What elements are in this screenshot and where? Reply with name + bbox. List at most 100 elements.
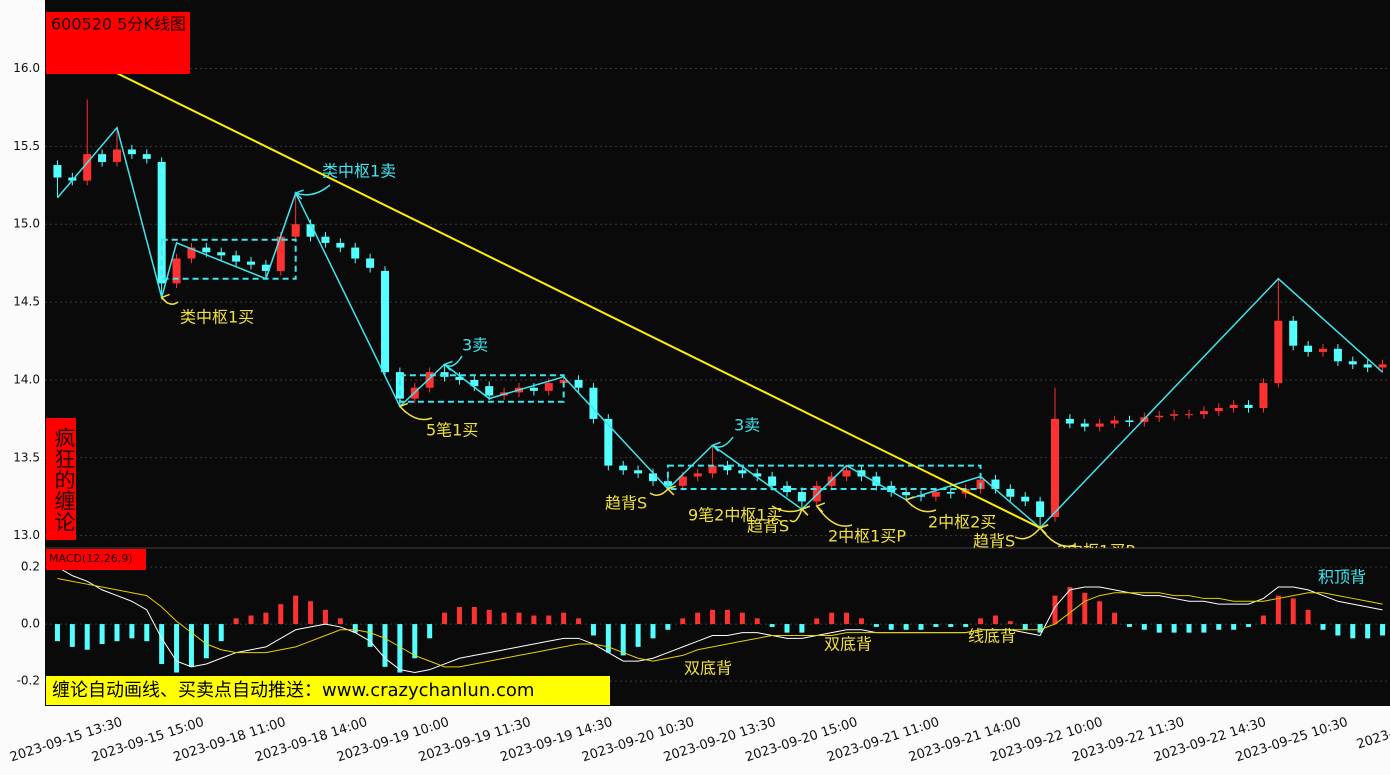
signal-arrow	[443, 355, 463, 371]
pivot-box	[398, 374, 565, 403]
macd-bar	[1156, 624, 1162, 633]
macd-bar	[278, 604, 284, 625]
candle-body	[708, 465, 717, 474]
macd-bar	[263, 612, 269, 625]
candle-body	[1021, 496, 1030, 502]
candle-body	[1199, 411, 1208, 415]
candle-body	[1259, 383, 1268, 408]
macd-bar	[576, 618, 582, 625]
macd-title-box	[46, 549, 146, 570]
candle-body	[1155, 415, 1164, 418]
candle-body	[1185, 414, 1193, 416]
candle-body	[291, 224, 300, 237]
macd-bar	[1246, 624, 1252, 627]
candle-body	[931, 492, 940, 497]
candle-body	[83, 154, 92, 181]
macd-bar	[1260, 615, 1266, 625]
macd-bar	[308, 601, 314, 625]
macd-bar	[784, 624, 790, 633]
candle-body	[455, 376, 464, 380]
y-tick-label: 15.0	[13, 217, 40, 231]
candle-body	[783, 485, 791, 493]
macd-bar	[1141, 624, 1147, 630]
candle-body	[1289, 320, 1298, 346]
signal-label: 5笔1买	[426, 421, 478, 440]
macd-bar	[1275, 595, 1281, 625]
macd-bar	[978, 618, 984, 625]
macd-bar	[561, 612, 567, 625]
macd-bar	[1380, 624, 1386, 636]
candle-body	[693, 473, 702, 477]
macd-bar	[1320, 624, 1326, 630]
macd-bar	[412, 624, 418, 659]
candle-body	[336, 242, 345, 248]
candle-body	[187, 247, 196, 259]
macd-bar	[1305, 609, 1311, 625]
candle-body	[1065, 418, 1074, 424]
candle-body	[797, 492, 806, 502]
candle-body	[1125, 420, 1134, 422]
macd-bar	[814, 618, 820, 625]
candle-body	[619, 465, 628, 471]
candle-body	[1095, 423, 1104, 427]
macd-bar	[248, 615, 254, 625]
macd-bar	[501, 612, 507, 625]
signal-label: 2中枢2买	[928, 513, 996, 532]
signal-arrow	[1038, 524, 1076, 547]
macd-bar	[337, 618, 343, 625]
signal-label: 趋背S	[747, 517, 789, 536]
signal-arrow	[294, 184, 331, 200]
macd-bar	[99, 624, 105, 645]
y-tick-label: 13.5	[13, 450, 40, 464]
macd-tick-label: -0.2	[17, 674, 40, 688]
trend-line	[116, 72, 1041, 529]
signal-label: 2中枢1买P	[828, 527, 906, 546]
candle-body	[321, 236, 330, 243]
macd-bar	[546, 615, 552, 625]
macd-bar	[456, 606, 462, 625]
macd-bar	[203, 624, 209, 659]
macd-bar	[754, 618, 760, 625]
candle-body	[634, 470, 643, 474]
signal-label: 类中枢1卖	[322, 162, 396, 181]
candle-body	[1110, 420, 1119, 424]
macd-bar	[1186, 624, 1192, 633]
candle-body	[351, 247, 360, 259]
macd-bar	[710, 609, 716, 625]
signal-label: 2中枢1买P	[1057, 542, 1135, 561]
candle-body	[991, 479, 1000, 489]
macd-note: 线底背	[968, 627, 1016, 646]
macd-bar	[1067, 587, 1073, 625]
candle-body	[1229, 404, 1238, 408]
macd-bar	[680, 618, 686, 625]
macd-bar	[1022, 624, 1028, 630]
candle-body	[142, 154, 151, 159]
macd-bar	[322, 609, 328, 625]
macd-bar	[799, 624, 805, 633]
candle-body	[202, 247, 211, 253]
macd-bar	[724, 609, 730, 625]
y-tick-label: 15.5	[13, 139, 40, 153]
side-title: 疯狂的缠论	[46, 418, 76, 540]
macd-bar	[367, 624, 373, 647]
macd-bar	[605, 624, 611, 653]
macd-bar	[1171, 624, 1177, 633]
y-tick-label: 13.0	[13, 528, 40, 542]
candle-body	[98, 154, 107, 162]
macd-bar	[918, 624, 924, 630]
candle-body	[1051, 418, 1059, 517]
macd-bar	[1007, 621, 1013, 625]
candle-body	[247, 261, 255, 265]
macd-bar	[233, 618, 239, 625]
candle-body	[1319, 348, 1327, 352]
macd-bar	[516, 612, 522, 625]
macd-bar	[739, 612, 745, 625]
candle-body	[276, 236, 285, 271]
signal-arrow	[904, 496, 937, 513]
macd-bar	[129, 624, 135, 639]
bi-line	[56, 126, 1384, 529]
candle-body	[232, 255, 241, 262]
macd-bar	[159, 624, 165, 664]
macd-bar	[665, 624, 671, 630]
